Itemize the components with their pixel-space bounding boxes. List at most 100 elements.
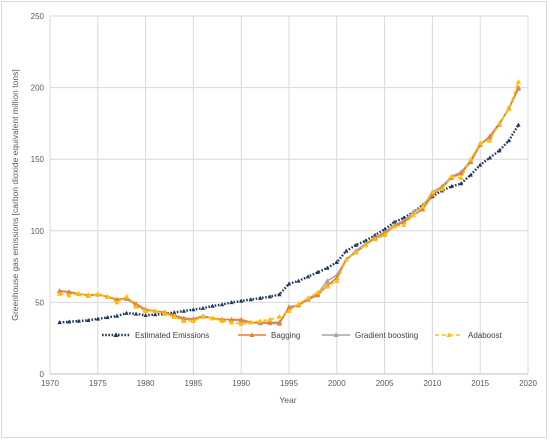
data-point — [286, 305, 292, 311]
data-point — [372, 236, 378, 242]
data-point — [56, 291, 63, 296]
data-point — [324, 283, 330, 289]
data-point — [286, 281, 292, 286]
data-point — [57, 320, 62, 325]
y-tick-label: 100 — [31, 227, 45, 236]
x-tick-label: 1985 — [185, 379, 203, 388]
data-point — [104, 293, 110, 299]
data-point — [133, 301, 139, 306]
data-point — [497, 148, 502, 153]
data-point — [162, 311, 168, 316]
x-tick-label: 2005 — [376, 379, 394, 388]
data-point — [429, 192, 435, 198]
data-point — [114, 296, 120, 302]
tick-labels: 1970 1975 1980 1985 1990 1995 2000 2005 2010 2015… — [31, 12, 538, 388]
data-point — [343, 256, 349, 262]
data-point — [267, 294, 273, 299]
data-point — [506, 106, 512, 112]
data-point — [410, 212, 416, 218]
legend-label: Estimated Emissions — [135, 331, 209, 340]
x-tick-label: 2000 — [328, 379, 346, 388]
data-point — [324, 278, 330, 283]
data-point — [420, 203, 426, 209]
data-point — [200, 314, 206, 319]
y-tick-label: 150 — [31, 155, 45, 164]
data-point — [286, 308, 292, 314]
data-point — [487, 137, 493, 143]
data-point — [439, 186, 445, 192]
series-adaboost — [56, 79, 522, 326]
data-point — [219, 318, 225, 324]
x-tick-label: 1980 — [137, 379, 155, 388]
data-point — [362, 242, 369, 248]
grid — [49, 15, 529, 375]
legend-marker — [113, 332, 119, 338]
data-point — [95, 316, 100, 321]
data-point — [190, 318, 196, 324]
data-point — [66, 319, 72, 324]
legend-label: Bagging — [271, 331, 300, 340]
data-point — [229, 319, 235, 325]
data-point — [353, 249, 359, 255]
data-point — [200, 305, 206, 310]
data-point — [86, 318, 91, 323]
data-point — [210, 303, 215, 308]
data-point — [143, 308, 149, 314]
legend-label: Gradient boosting — [355, 331, 418, 340]
data-point — [238, 316, 244, 322]
data-point — [401, 215, 406, 220]
data-point — [124, 310, 129, 315]
data-point — [114, 299, 120, 305]
data-point — [468, 159, 474, 165]
data-point — [305, 295, 311, 301]
data-point — [296, 278, 301, 283]
data-point — [353, 242, 359, 247]
data-point — [496, 120, 502, 126]
data-point — [133, 311, 139, 316]
x-tick-label: 1990 — [232, 379, 250, 388]
data-point — [515, 84, 522, 90]
data-point — [372, 232, 378, 237]
data-point — [487, 155, 492, 160]
x-tick-label: 2010 — [424, 379, 442, 388]
data-point — [209, 315, 216, 321]
data-point — [315, 270, 320, 275]
data-point — [56, 288, 63, 293]
data-point — [152, 312, 158, 317]
data-point — [66, 292, 72, 298]
data-point — [401, 222, 407, 228]
y-tick-label: 50 — [35, 298, 44, 307]
data-point — [391, 223, 397, 229]
data-point — [143, 312, 148, 318]
data-point — [315, 289, 321, 295]
data-point — [248, 297, 253, 302]
data-point — [506, 138, 512, 143]
legend-marker — [446, 332, 452, 338]
data-point — [181, 315, 187, 321]
data-point — [478, 162, 483, 167]
data-point — [276, 314, 283, 319]
data-point — [305, 274, 311, 279]
data-point — [238, 321, 244, 326]
data-point — [76, 291, 82, 296]
data-point — [267, 316, 273, 322]
data-point — [277, 292, 282, 297]
data-point — [382, 232, 388, 238]
data-point — [468, 156, 474, 162]
y-tick-label: 0 — [40, 370, 45, 379]
data-point — [429, 189, 435, 195]
data-point — [123, 293, 130, 299]
data-point — [257, 318, 263, 324]
x-tick-label: 2015 — [471, 379, 489, 388]
data-point — [152, 308, 158, 314]
legend-item: Gradient boosting — [322, 331, 418, 340]
legend-item: Bagging — [238, 331, 300, 340]
data-point — [171, 314, 177, 319]
data-point — [133, 303, 139, 309]
data-point — [172, 310, 177, 315]
data-point — [105, 315, 110, 320]
series-group — [56, 79, 522, 326]
y-axis-title: Greenhouse gas emissions [carbon dioxide… — [10, 69, 20, 320]
